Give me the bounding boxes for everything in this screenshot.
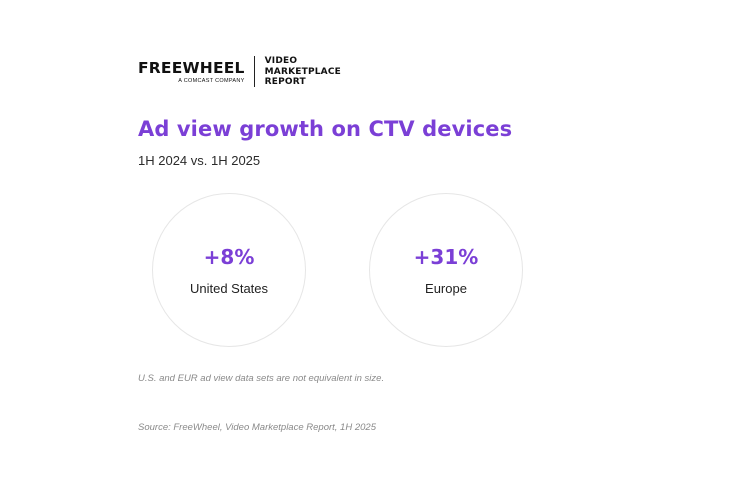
- report-label-line: VIDEO: [264, 56, 298, 66]
- footnote: U.S. and EUR ad view data sets are not e…: [138, 373, 385, 384]
- header-divider: [253, 56, 255, 87]
- stat-label: United States: [189, 280, 269, 296]
- freewheel-logo: FREEWHEEL A COMCAST COMPANY: [138, 56, 245, 85]
- page-title: Ad view growth on CTV devices: [138, 117, 513, 141]
- stat-label: Europe: [425, 280, 467, 296]
- stat-circle-europe: +31% Europe: [369, 193, 523, 347]
- stat-circle-us: +8% United States: [152, 193, 306, 347]
- logo-tagline: A COMCAST COMPANY: [178, 78, 245, 84]
- stat-value: +8%: [203, 244, 255, 269]
- source-citation: Source: FreeWheel, Video Marketplace Rep…: [138, 422, 376, 433]
- report-label: VIDEO MARKETPLACE REPORT: [265, 56, 341, 88]
- stat-value: +31%: [413, 244, 479, 269]
- logo-wordmark: FREEWHEEL: [138, 59, 245, 77]
- period-subtitle: 1H 2024 vs. 1H 2025: [138, 153, 261, 168]
- report-label-line: MARKETPLACE: [264, 66, 341, 77]
- brand-header: FREEWHEEL A COMCAST COMPANY VIDEO MARKET…: [138, 56, 341, 88]
- report-label-line: REPORT: [264, 77, 306, 87]
